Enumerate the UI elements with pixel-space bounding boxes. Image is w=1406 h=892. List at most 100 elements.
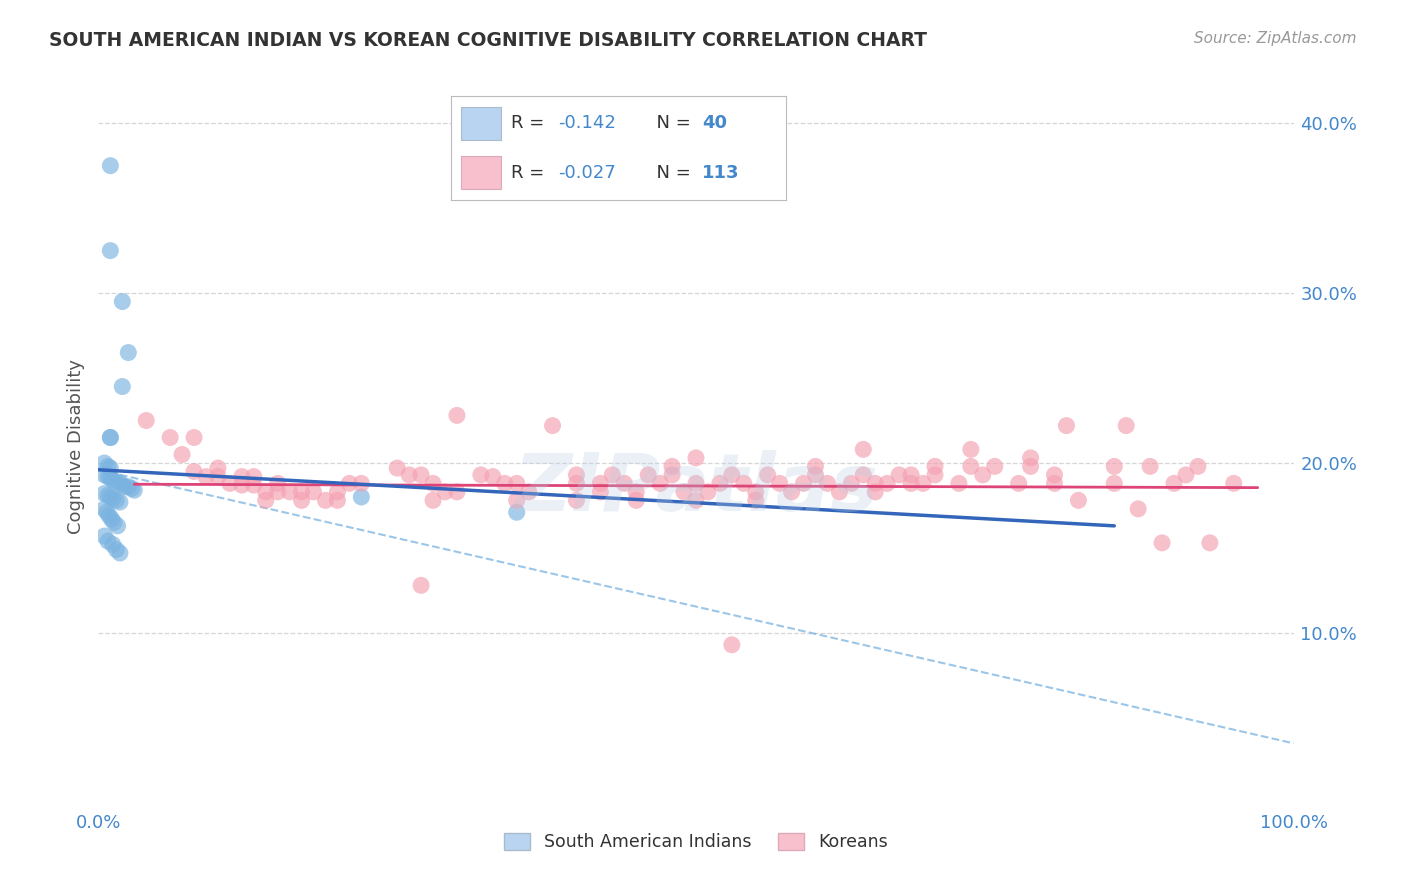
Point bbox=[446, 409, 468, 423]
Point bbox=[108, 495, 131, 509]
Point bbox=[101, 473, 124, 487]
Point bbox=[685, 450, 707, 465]
Point bbox=[565, 493, 588, 508]
Point bbox=[924, 467, 946, 482]
Point bbox=[589, 484, 612, 499]
Point bbox=[207, 461, 229, 475]
Point bbox=[1139, 459, 1161, 474]
Text: Source: ZipAtlas.com: Source: ZipAtlas.com bbox=[1194, 31, 1357, 46]
Point bbox=[900, 476, 922, 491]
Point bbox=[350, 490, 373, 504]
Point bbox=[541, 418, 564, 433]
Point bbox=[960, 459, 983, 474]
Point bbox=[350, 476, 373, 491]
Point bbox=[481, 469, 505, 483]
Point bbox=[470, 467, 492, 482]
Point bbox=[339, 476, 361, 491]
Point bbox=[852, 467, 875, 482]
Point bbox=[434, 484, 457, 499]
Point bbox=[398, 467, 420, 482]
Point bbox=[183, 430, 205, 444]
Point bbox=[267, 476, 290, 491]
Point bbox=[661, 467, 683, 482]
Point bbox=[793, 476, 815, 491]
Point bbox=[1019, 459, 1042, 474]
Point bbox=[984, 459, 1007, 474]
Point bbox=[98, 508, 121, 523]
Point bbox=[105, 542, 128, 557]
Point bbox=[924, 459, 946, 474]
Point bbox=[98, 244, 122, 258]
Point bbox=[1175, 467, 1198, 482]
Point bbox=[243, 478, 266, 492]
Point bbox=[101, 491, 124, 506]
Point bbox=[98, 430, 122, 444]
Point bbox=[98, 461, 122, 475]
Point bbox=[565, 476, 588, 491]
Point bbox=[697, 484, 720, 499]
Point bbox=[745, 493, 768, 508]
Point bbox=[626, 484, 648, 499]
Point bbox=[302, 484, 325, 499]
Point bbox=[207, 469, 229, 483]
Point bbox=[506, 505, 529, 519]
Point bbox=[105, 475, 128, 489]
Point bbox=[117, 345, 139, 359]
Point bbox=[626, 493, 648, 508]
Point bbox=[121, 482, 143, 496]
Point bbox=[889, 467, 911, 482]
Point bbox=[219, 476, 242, 491]
Point bbox=[114, 480, 136, 494]
Point bbox=[1043, 467, 1066, 482]
Point bbox=[93, 529, 115, 543]
Point bbox=[517, 484, 540, 499]
Point bbox=[804, 459, 827, 474]
Point bbox=[756, 467, 779, 482]
Point bbox=[602, 467, 624, 482]
Text: ZIPatlas: ZIPatlas bbox=[513, 450, 879, 528]
Point bbox=[648, 476, 672, 491]
Point bbox=[315, 493, 337, 508]
Point bbox=[98, 159, 122, 173]
Point bbox=[589, 476, 612, 491]
Point bbox=[108, 546, 131, 560]
Point bbox=[422, 476, 444, 491]
Point bbox=[111, 478, 134, 492]
Point bbox=[1223, 476, 1246, 491]
Point bbox=[97, 488, 120, 502]
Point bbox=[1043, 476, 1066, 491]
Point bbox=[278, 484, 301, 499]
Point bbox=[93, 501, 115, 516]
Point bbox=[411, 578, 433, 592]
Point bbox=[291, 484, 314, 499]
Point bbox=[231, 478, 253, 492]
Point bbox=[103, 516, 125, 530]
Point bbox=[1067, 493, 1090, 508]
Point bbox=[254, 484, 277, 499]
Point bbox=[1128, 501, 1150, 516]
Point bbox=[111, 379, 134, 393]
Point bbox=[865, 476, 887, 491]
Point bbox=[291, 493, 314, 508]
Point bbox=[1187, 459, 1209, 474]
Point bbox=[97, 534, 120, 549]
Point bbox=[422, 493, 444, 508]
Point bbox=[494, 476, 516, 491]
Point bbox=[105, 493, 128, 508]
Point bbox=[780, 484, 803, 499]
Point bbox=[1115, 418, 1137, 433]
Point bbox=[385, 461, 409, 475]
Point bbox=[506, 476, 529, 491]
Point bbox=[326, 493, 349, 508]
Point bbox=[948, 476, 970, 491]
Point bbox=[865, 484, 887, 499]
Point bbox=[183, 465, 205, 479]
Point bbox=[97, 459, 120, 474]
Point bbox=[721, 467, 744, 482]
Point bbox=[101, 537, 124, 551]
Point bbox=[815, 476, 838, 491]
Point bbox=[685, 493, 707, 508]
Point bbox=[93, 486, 115, 500]
Point bbox=[93, 456, 115, 470]
Point bbox=[828, 484, 851, 499]
